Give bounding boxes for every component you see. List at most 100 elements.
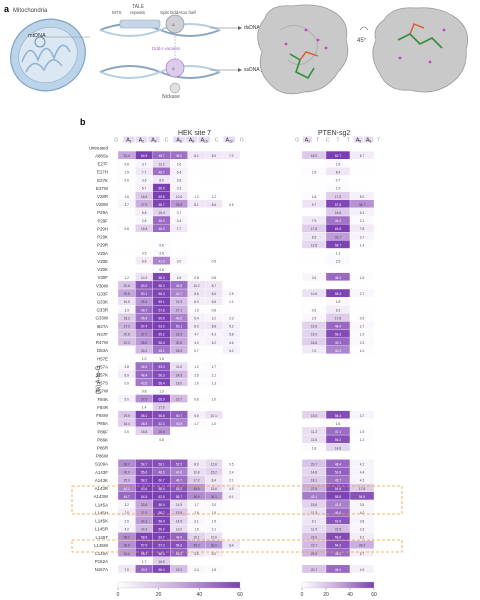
cell-value: 25.3 (124, 479, 130, 483)
cell-value: 17.5 (158, 406, 164, 410)
heatmap-cell (170, 451, 188, 460)
row-label: C146A (95, 551, 108, 556)
cell-value: 41.6 (335, 503, 341, 507)
heatmap-cell (187, 248, 206, 257)
heatmap-cell (222, 183, 241, 192)
heatmap-cell (170, 142, 188, 152)
cell-value: 64.5 (141, 495, 147, 499)
cell-value: 1.8 (212, 568, 217, 572)
cell-value: 3.5 (360, 503, 365, 507)
cell-value: 63.5 (335, 227, 341, 231)
heatmap-cell (222, 232, 241, 241)
svg-text:A: A (172, 22, 175, 27)
row-label: H57S (97, 381, 108, 386)
cell-value: 0.9 (124, 381, 129, 385)
cell-value: 10.6 (311, 292, 317, 296)
sequence-base: A6 (176, 138, 181, 144)
heatmap-cell (117, 256, 136, 265)
cell-value: 17.8 (311, 227, 317, 231)
heatmap-cell (349, 175, 375, 184)
sequence-base: G (295, 138, 299, 144)
cell-value: 5.4 (194, 316, 199, 320)
cell-value: 2.4 (194, 568, 199, 572)
heatmap-cell (325, 402, 351, 411)
cell-value: 12.6 (211, 463, 217, 467)
row-label: P29K (97, 235, 108, 240)
heatmap-cell (301, 353, 327, 363)
cell-value: 5.0 (124, 398, 129, 402)
heatmap-cell (117, 240, 136, 249)
heatmap-cell (325, 353, 351, 363)
cell-value: 11.3 (311, 511, 317, 515)
heatmap-cell (187, 175, 206, 184)
cell-value: 33.7 (335, 235, 341, 239)
heatmap-cell (170, 248, 188, 257)
heatmap-cell (349, 305, 375, 314)
cell-value: 56.1 (158, 463, 164, 467)
cell-value: 10.2 (193, 284, 199, 288)
heatmap-cell (222, 191, 241, 200)
heatmap-cell (349, 183, 375, 192)
cell-value: 36.0 (211, 544, 217, 548)
cell-value: 38.1 (124, 536, 130, 540)
cell-value: 4.7 (194, 333, 199, 337)
cell-value: 46.5 (176, 284, 182, 288)
cell-value: 2.5 (124, 519, 129, 523)
cell-value: 37.7 (141, 333, 147, 337)
heatmap-cell (222, 256, 241, 265)
cell-value: 1.2 (124, 276, 129, 280)
cell-value: 17.5 (335, 195, 341, 199)
heatmap-cell (301, 418, 327, 428)
colorbar-tick-label: 20 (156, 592, 162, 598)
cell-value: 35.8 (158, 430, 164, 434)
row-label: P29H (97, 226, 108, 231)
cell-value: 48.4 (335, 325, 341, 329)
heatmap-cell (187, 402, 206, 411)
cell-value: 0.8 (124, 227, 129, 231)
heatmap-cell (325, 142, 351, 152)
row-label: F84R (97, 405, 108, 410)
cell-value: 11.6 (311, 438, 317, 442)
variants-label: DddA variants (152, 46, 181, 51)
row-label: A143F (95, 470, 108, 475)
cell-value: 24.5 (176, 373, 182, 377)
cell-value: 21.9 (176, 300, 182, 304)
cell-value: 8.5 (312, 235, 317, 239)
cell-value: 7.0 (312, 349, 317, 353)
cell-value: 56.3 (158, 373, 164, 377)
cell-value: 8.6 (212, 292, 217, 296)
cell-value: 8.4 (229, 544, 234, 548)
cell-value: 0.7 (194, 349, 199, 353)
cell-value: 49.9 (176, 536, 182, 540)
heatmap-cell (325, 264, 351, 273)
cell-value: 6.2 (360, 536, 365, 540)
cell-value: 2.4 (229, 471, 234, 475)
heatmap-cell (325, 451, 351, 460)
editor-schematic: TALE MTS repeats Split DddAtox half A ds… (99, 4, 285, 100)
mtdna-label: mtDNA (28, 33, 46, 39)
split-toxin-label: Split DddAtox half (160, 10, 197, 15)
cell-value: 7.7 (177, 227, 182, 231)
cell-value: 62.5 (158, 495, 164, 499)
cell-value: 43.5 (141, 381, 147, 385)
cell-value: 52.2 (176, 463, 182, 467)
heatmap-cell (204, 386, 223, 395)
cell-value: 27.9 (141, 203, 147, 207)
heatmap-cell (301, 280, 327, 290)
cell-value: 1.2 (212, 195, 217, 199)
row-label: G33W (96, 316, 109, 321)
cell-value: 8.0 (159, 179, 164, 183)
cell-value: 48.4 (335, 276, 341, 280)
cell-value: 40.6 (176, 316, 182, 320)
cell-value: 58.4 (158, 341, 164, 345)
heatmap-cell (117, 451, 136, 460)
cell-value: 22.2 (176, 568, 182, 572)
cell-value: 25.9 (311, 552, 317, 556)
cell-value: 48.0 (158, 219, 164, 223)
heatmap-cell (204, 142, 223, 152)
row-label: F84K (98, 397, 109, 402)
cell-value: 1.8 (312, 446, 317, 450)
row-label: L145A (95, 502, 108, 507)
cell-value: 2.0 (212, 503, 217, 507)
cell-value: 52.3 (158, 422, 164, 426)
